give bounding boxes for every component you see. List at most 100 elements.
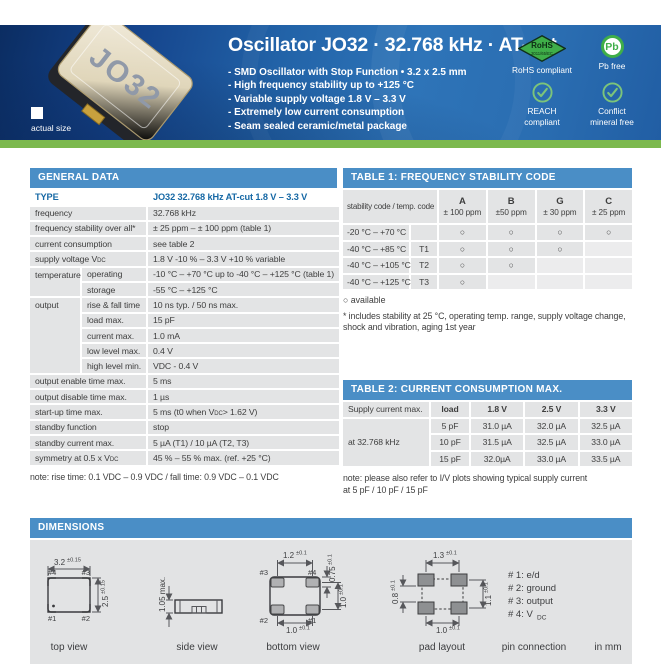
table-cell: 31.5 µA	[471, 435, 524, 450]
table-cell: frequency	[30, 206, 146, 220]
table-cell: high level min.	[82, 359, 146, 373]
table-cell: supply voltage V DC	[30, 252, 146, 266]
feature-bullet: - High frequency stability up to +125 °C	[228, 80, 414, 92]
svg-text:0.75: 0.75	[328, 566, 337, 582]
svg-text:# 2: ground: # 2: ground	[508, 583, 556, 594]
table-cell: G ± 30 ppm	[536, 190, 584, 223]
table-cell: -55 °C – +125 °C	[148, 282, 340, 297]
table-cell: T3	[411, 274, 437, 289]
svg-text:±0.1: ±0.1	[299, 626, 310, 632]
svg-text:#3: #3	[260, 568, 268, 577]
checkmark-circle-icon	[531, 82, 553, 103]
table-cell: 10 ns typ. / 50 ns max.	[148, 298, 340, 312]
availability-mark: ○	[439, 258, 486, 273]
availability-mark	[536, 258, 584, 273]
table-cell: 32.5 µA	[525, 435, 578, 450]
feature-bullet: - Variable supply voltage 1.8 V – 3.3 V	[228, 93, 406, 105]
page-title: Oscillator JO32 · 32.768 kHz · AT-cut	[228, 34, 557, 56]
svg-text:±0.1: ±0.1	[328, 554, 334, 565]
rohs-badge: RoHS 2011/65/EC RoHS compliant	[509, 35, 575, 75]
table-cell: 33.0 µA	[579, 435, 632, 450]
chip-lid	[57, 25, 193, 140]
table-cell: 15 pF	[148, 313, 340, 327]
table-cell: standby current max.	[30, 435, 146, 450]
table-cell: T2	[411, 258, 437, 273]
compliance-badges: RoHS 2011/65/EC RoHS compliant Pb Pb fre…	[509, 35, 645, 127]
pad-layout-drawing: 1.3 ±0.1 0.8 ±0.1 1.1 ±0.1	[391, 551, 494, 636]
rohs-badge-label: RoHS compliant	[512, 65, 572, 75]
svg-text:±0.1: ±0.1	[446, 551, 457, 557]
svg-text:1.1: 1.1	[484, 594, 493, 606]
table-cell: 1.8 V -10 % – 3.3 V +10 % variable	[148, 252, 340, 266]
side-view-drawing: 1.05 max.	[158, 577, 223, 627]
feature-bullet-list: - SMD Oscillator with Stop Function • 3.…	[228, 66, 467, 133]
top-view-drawing: #4 #3 #1 #2 3.2 ±0.15 2.5 ±0.15	[47, 558, 110, 623]
frequency-stability-section: TABLE 1: FREQUENCY STABILITY CODE stabil…	[343, 168, 632, 334]
table-cell: 5 pF	[431, 418, 469, 433]
side-view-caption: side view	[176, 642, 218, 653]
availability-mark: ○	[439, 274, 486, 289]
svg-text:1.3: 1.3	[433, 551, 445, 560]
table-cell: A ± 100 ppm	[439, 190, 486, 223]
table-cell: 33.5 µA	[579, 451, 632, 466]
table-cell: 32.0 µA	[525, 418, 578, 433]
availability-mark	[585, 241, 632, 256]
table-cell: 1.8 V	[471, 402, 524, 417]
table-cell	[411, 225, 437, 240]
table-cell: 32.5 µA	[579, 418, 632, 433]
table-cell: 33.0 µA	[525, 451, 578, 466]
pb-free-badge: Pb Pb free	[579, 35, 645, 75]
table-cell: ± 25 ppm – ± 100 ppm (table 1)	[148, 221, 340, 236]
general-data-section: GENERAL DATA TYPE JO32 32.768 kHz AT-cut…	[30, 168, 340, 482]
table-cell: 5 ms	[148, 374, 340, 389]
svg-text:1.2: 1.2	[283, 551, 295, 560]
svg-text:±0.1: ±0.1	[339, 584, 345, 595]
product-photo-chip: JO32	[48, 25, 193, 140]
table-cell: current max.	[82, 328, 146, 343]
table-cell: 1 µs	[148, 390, 340, 404]
frequency-stability-table: stability code / temp. code A ± 100 ppm B…	[343, 190, 632, 289]
table-cell: C ± 25 ppm	[585, 190, 632, 223]
table-cell: frequency stability over all*	[30, 221, 146, 236]
rohs-diamond-icon: RoHS 2011/65/EC	[518, 35, 566, 62]
dimension-drawings: #4 #3 #1 #2 3.2 ±0.15 2.5 ±0.15	[47, 551, 622, 653]
svg-text:2.5: 2.5	[101, 595, 110, 607]
table-cell: temperature	[30, 267, 81, 297]
table-cell: standby function	[30, 420, 146, 434]
table-cell: -10 °C – +70 °C up to -40 °C – +125 °C (…	[148, 267, 340, 281]
availability-mark: ○	[585, 225, 632, 240]
svg-text:±0.1: ±0.1	[391, 580, 397, 591]
table-cell: 10 pF	[431, 435, 469, 450]
pb-free-icon: Pb	[600, 35, 624, 58]
table-cell: 45 % – 55 % max. (ref. +25 °C)	[148, 451, 340, 465]
pin-connection-list: # 1: e/d # 2: ground # 3: output # 4: V …	[508, 570, 556, 622]
actual-size-square	[31, 107, 43, 119]
table-cell: see table 2	[148, 237, 340, 251]
current-consumption-section: TABLE 2: CURRENT CONSUMPTION MAX. Supply…	[343, 380, 632, 497]
svg-text:RoHS: RoHS	[531, 41, 553, 50]
table-cell: 32.0µA	[471, 451, 524, 466]
table-cell: JO32 32.768 kHz AT-cut 1.8 V – 3.3 V	[148, 190, 340, 205]
unit-caption: in mm	[594, 642, 621, 653]
table-cell: low level max.	[82, 344, 146, 358]
table-cell: 32.768 kHz	[148, 206, 340, 220]
availability-mark	[585, 258, 632, 273]
table-cell: start-up time max.	[30, 405, 146, 419]
availability-mark: ○	[487, 241, 535, 256]
table2-header: TABLE 2: CURRENT CONSUMPTION MAX.	[343, 380, 632, 400]
checkmark-circle-icon	[601, 82, 623, 103]
svg-text:3.2: 3.2	[54, 558, 66, 567]
table-cell: -40 °C – +105 °C	[343, 258, 411, 273]
table1-footnote: * includes stability at 25 °C, operating…	[343, 311, 626, 333]
availability-mark: ○	[487, 258, 535, 273]
svg-text:DC: DC	[537, 615, 547, 622]
svg-text:#1: #1	[48, 614, 56, 623]
table-cell: -40 °C – +85 °C	[343, 241, 409, 256]
dimensions-header: DIMENSIONS	[30, 518, 632, 538]
table-cell: 2.5 V	[525, 402, 578, 417]
svg-text:# 3: output: # 3: output	[508, 596, 553, 607]
availability-mark: ○	[487, 225, 535, 240]
feature-bullet: - SMD Oscillator with Stop Function • 3.…	[228, 67, 467, 78]
table-cell: output	[30, 298, 80, 373]
